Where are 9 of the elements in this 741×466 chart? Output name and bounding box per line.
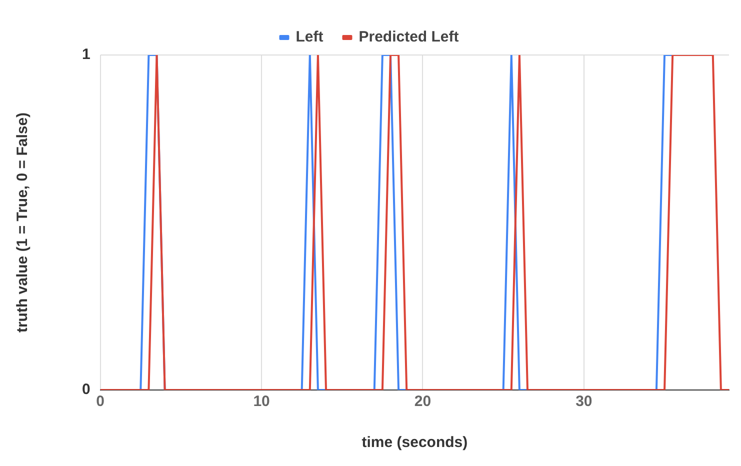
legend-label: Predicted Left xyxy=(358,28,459,46)
x-tick-label: 0 xyxy=(96,393,105,410)
x-tick-label: 10 xyxy=(253,393,270,410)
x-tick-label: 30 xyxy=(576,393,592,410)
y-axis-title: truth value (1 = True, 0 = False) xyxy=(14,112,32,333)
x-tick-label: 20 xyxy=(414,393,432,410)
x-axis-title: time (seconds) xyxy=(362,434,468,452)
legend-label: Left xyxy=(296,28,324,46)
y-tick-label: 1 xyxy=(82,46,90,64)
